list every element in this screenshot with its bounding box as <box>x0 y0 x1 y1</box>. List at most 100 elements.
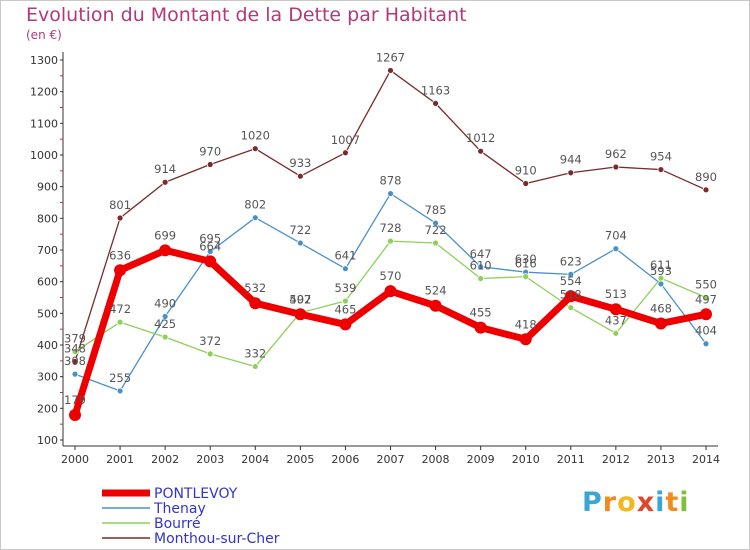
data-label-pontlevoy: 497 <box>289 292 311 306</box>
data-label-pontlevoy: 699 <box>154 228 176 242</box>
data-label-pontlevoy: 570 <box>380 269 402 283</box>
data-point-monthou-sur-cher <box>567 169 575 177</box>
chart-subtitle: (en €) <box>26 28 62 42</box>
data-label-bourr-: 425 <box>154 317 176 331</box>
data-label-thenay: 878 <box>380 174 402 188</box>
data-point-thenay <box>432 219 439 227</box>
data-label-thenay: 404 <box>695 324 717 338</box>
data-label-thenay: 695 <box>199 232 221 246</box>
legend-label-bourr-: Bourré <box>154 516 201 532</box>
data-point-monthou-sur-cher <box>387 67 394 74</box>
data-point-thenay <box>71 370 79 378</box>
data-point-pontlevoy <box>700 308 712 321</box>
legend-label-thenay: Thenay <box>153 501 206 517</box>
data-label-pontlevoy: 468 <box>650 301 672 315</box>
data-label-monthou-sur-cher: 944 <box>560 153 582 167</box>
data-label-pontlevoy: 636 <box>109 248 131 262</box>
data-point-thenay <box>296 239 304 247</box>
data-label-thenay: 630 <box>515 252 537 266</box>
data-point-monthou-sur-cher <box>702 186 710 194</box>
data-label-bourr-: 722 <box>425 223 447 237</box>
data-point-thenay <box>702 340 710 348</box>
logo-letter: i <box>679 487 690 518</box>
data-label-bourr-: 550 <box>695 278 717 292</box>
data-point-bourr- <box>702 294 710 301</box>
data-label-monthou-sur-cher: 954 <box>650 150 672 164</box>
data-point-monthou-sur-cher <box>251 145 259 153</box>
data-label-bourr-: 472 <box>109 302 131 316</box>
data-label-thenay: 704 <box>605 229 627 243</box>
data-label-pontlevoy: 664 <box>199 239 221 253</box>
data-label-bourr-: 379 <box>64 332 86 346</box>
y-tick-label: 1100 <box>30 117 58 130</box>
data-label-bourr-: 518 <box>560 288 582 302</box>
data-label-thenay: 722 <box>289 223 311 237</box>
data-label-thenay: 308 <box>64 354 86 368</box>
data-point-monthou-sur-cher <box>522 180 530 187</box>
data-label-pontlevoy: 524 <box>425 284 447 298</box>
data-point-pontlevoy <box>114 264 127 277</box>
data-label-thenay: 490 <box>154 297 176 311</box>
data-point-pontlevoy <box>654 317 667 330</box>
data-label-pontlevoy: 554 <box>560 274 582 288</box>
data-point-pontlevoy <box>609 303 622 316</box>
data-point-bourr- <box>387 237 394 245</box>
data-point-monthou-sur-cher <box>161 178 169 186</box>
legend-label-pontlevoy: PONTLEVOY <box>154 486 238 502</box>
proxiti-logo: Proxiti <box>582 487 690 518</box>
data-point-pontlevoy <box>429 299 442 312</box>
data-point-monthou-sur-cher <box>71 358 79 365</box>
data-point-monthou-sur-cher <box>206 161 214 168</box>
y-tick-label: 600 <box>37 276 58 289</box>
data-label-thenay: 255 <box>109 371 131 385</box>
data-label-monthou-sur-cher: 801 <box>109 198 131 212</box>
data-label-monthou-sur-cher: 348 <box>64 341 86 355</box>
data-point-thenay <box>612 245 620 253</box>
y-tick-label: 800 <box>37 212 58 225</box>
x-tick-label: 2007 <box>377 453 405 466</box>
data-label-monthou-sur-cher: 970 <box>199 145 221 159</box>
data-label-pontlevoy: 418 <box>515 317 537 331</box>
data-label-bourr-: 610 <box>470 259 492 273</box>
data-label-thenay: 623 <box>560 254 582 268</box>
data-point-pontlevoy <box>204 255 217 268</box>
data-point-thenay <box>657 280 665 288</box>
data-point-thenay <box>161 313 169 320</box>
data-point-thenay <box>116 387 124 395</box>
data-label-pontlevoy: 532 <box>244 281 266 295</box>
x-tick-label: 2005 <box>286 453 314 466</box>
data-label-thenay: 641 <box>334 249 356 263</box>
data-point-pontlevoy <box>519 333 532 346</box>
x-tick-label: 2010 <box>512 453 540 466</box>
data-point-bourr- <box>161 333 169 341</box>
x-tick-label: 2011 <box>557 453 585 466</box>
y-tick-label: 1300 <box>30 54 58 67</box>
y-tick-label: 500 <box>37 307 58 320</box>
x-tick-label: 2001 <box>106 453 134 466</box>
data-label-pontlevoy: 513 <box>605 287 627 301</box>
x-tick-label: 2013 <box>647 453 675 466</box>
y-tick-label: 900 <box>37 181 58 194</box>
data-point-monthou-sur-cher <box>116 214 124 222</box>
y-tick-label: 700 <box>37 244 58 257</box>
data-label-monthou-sur-cher: 1163 <box>421 83 450 97</box>
legend-label-monthou-sur-cher: Monthou-sur-Cher <box>154 531 280 547</box>
data-point-thenay <box>342 265 349 273</box>
data-label-pontlevoy: 465 <box>334 302 356 316</box>
data-label-pontlevoy: 179 <box>64 393 86 407</box>
y-tick-label: 1000 <box>30 149 58 162</box>
data-point-bourr- <box>206 350 214 358</box>
data-label-thenay: 785 <box>425 203 447 217</box>
logo-letter: i <box>655 487 666 518</box>
data-point-pontlevoy <box>384 285 397 298</box>
y-tick-label: 1200 <box>30 86 58 99</box>
data-label-thenay: 593 <box>650 264 672 278</box>
y-tick-label: 200 <box>37 402 58 415</box>
data-point-bourr- <box>71 348 79 356</box>
data-label-bourr-: 616 <box>515 257 537 271</box>
logo-letter: P <box>582 487 603 518</box>
data-point-monthou-sur-cher <box>477 147 485 155</box>
data-point-pontlevoy <box>69 408 81 421</box>
data-point-bourr- <box>657 274 665 282</box>
